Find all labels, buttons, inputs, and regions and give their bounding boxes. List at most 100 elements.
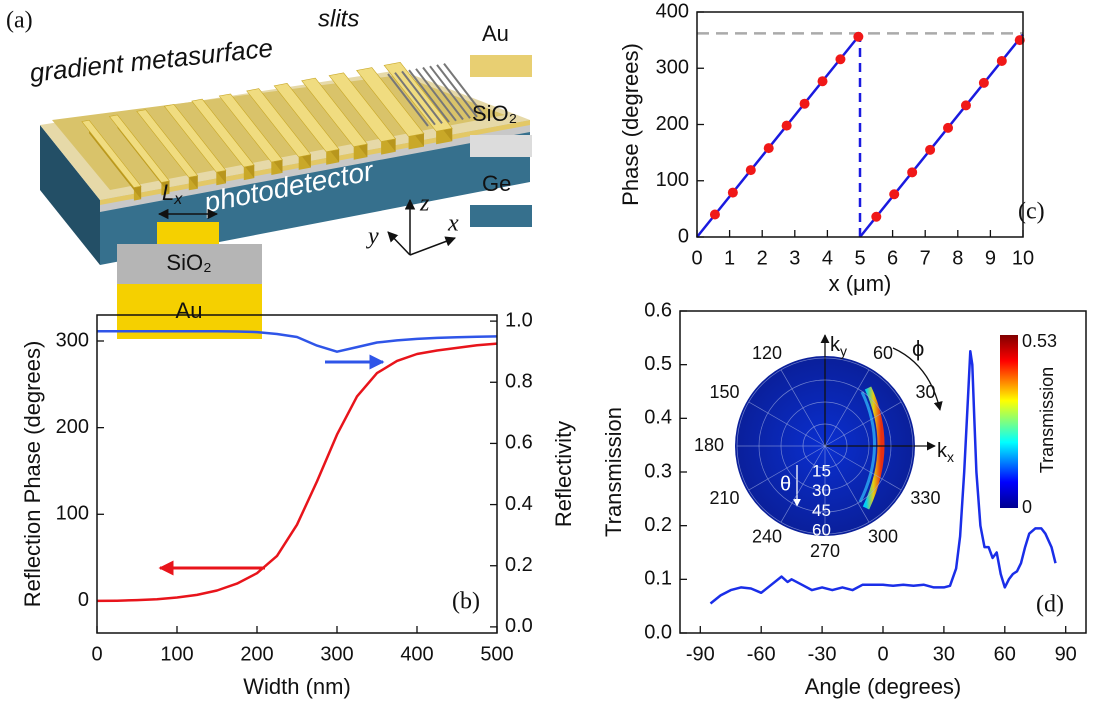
bar-top bbox=[136, 109, 199, 178]
data-point bbox=[817, 76, 828, 87]
angle-label: 30 bbox=[915, 382, 935, 402]
legend-label: Au bbox=[482, 21, 509, 46]
x-tick-label: 10 bbox=[1012, 247, 1034, 269]
x-tick-label: 500 bbox=[480, 643, 513, 665]
ky-symbol: k bbox=[830, 334, 841, 356]
x-axis-label: x (μm) bbox=[829, 271, 892, 296]
slit bbox=[394, 72, 436, 126]
kx-subscript: x bbox=[947, 449, 954, 465]
kx-label: kx bbox=[937, 440, 954, 464]
angle-label: 150 bbox=[710, 382, 740, 402]
theta-label: 30 bbox=[812, 481, 831, 500]
slit bbox=[387, 73, 429, 127]
y2-tick-label: 0.6 bbox=[505, 432, 533, 454]
series-line bbox=[97, 329, 498, 353]
y-tick-label: 200 bbox=[56, 416, 89, 438]
slits-label: slits bbox=[318, 5, 359, 32]
x-tick-label: 2 bbox=[757, 247, 768, 269]
y2-tick-label: 0.0 bbox=[505, 615, 533, 637]
data-point bbox=[763, 143, 774, 154]
slit bbox=[429, 65, 471, 119]
bar-top bbox=[356, 67, 425, 137]
x-tick-label: 300 bbox=[320, 643, 353, 665]
angle-label: 330 bbox=[910, 488, 940, 508]
y-axis-arrow bbox=[387, 231, 411, 256]
x-tick-label: 7 bbox=[920, 247, 931, 269]
data-point bbox=[781, 120, 792, 131]
ky-subscript: y bbox=[840, 343, 847, 359]
angle-label: 240 bbox=[752, 527, 782, 547]
slit bbox=[422, 66, 464, 121]
y-tick-label: 0.2 bbox=[644, 514, 672, 536]
panel-label: (c) bbox=[1018, 199, 1045, 225]
panel-label: (a) bbox=[6, 8, 33, 34]
angle-label: 300 bbox=[868, 527, 898, 547]
angle-label: 120 bbox=[752, 343, 782, 363]
x-tick-label: 0 bbox=[691, 247, 702, 269]
y-tick-label: 0 bbox=[678, 225, 689, 247]
slit bbox=[401, 70, 443, 125]
y-tick-label: 0.3 bbox=[644, 460, 672, 482]
y2-tick-label: 0.8 bbox=[505, 371, 533, 393]
x-tick-label: 9 bbox=[985, 247, 996, 269]
inset-au-film bbox=[117, 284, 262, 339]
angle-label: 180 bbox=[694, 435, 724, 455]
data-point bbox=[745, 165, 756, 176]
polar-inset: 153045603060120150180210240270300330kxky… bbox=[694, 331, 1057, 561]
oxide-label: SiO₂ bbox=[166, 250, 211, 275]
x-tick-label: 1 bbox=[724, 247, 735, 269]
data-point bbox=[871, 211, 882, 222]
ge-swatch bbox=[470, 205, 532, 227]
y-tick-label: 0.1 bbox=[644, 568, 672, 590]
polar-spoke bbox=[748, 401, 826, 447]
angle-label: 210 bbox=[710, 488, 740, 508]
axis-letter: x bbox=[447, 211, 459, 237]
panel-label: (d) bbox=[1036, 592, 1064, 618]
bar-top bbox=[191, 98, 255, 168]
plot-frame bbox=[96, 314, 498, 634]
y-axis-label: Transmission bbox=[601, 407, 626, 537]
polar-spoke bbox=[780, 445, 826, 523]
width-subscript: x bbox=[173, 191, 183, 208]
data-point bbox=[853, 31, 864, 42]
data-point bbox=[978, 77, 989, 88]
bar-top bbox=[108, 114, 170, 183]
width-label: Lx bbox=[162, 180, 183, 208]
y-tick-label: 200 bbox=[656, 113, 689, 135]
theta-label: 60 bbox=[812, 521, 831, 540]
data-point bbox=[799, 98, 810, 109]
polar-spoke bbox=[780, 369, 826, 447]
legend-label: SiO₂ bbox=[472, 101, 517, 126]
x-tick-label: 200 bbox=[240, 643, 273, 665]
series-line bbox=[859, 33, 1024, 238]
colorbar bbox=[1000, 335, 1018, 508]
plot-frame bbox=[679, 310, 1087, 634]
polar-spoke bbox=[824, 445, 902, 491]
data-point bbox=[1014, 35, 1025, 46]
polar-spoke bbox=[748, 445, 826, 491]
au-label: Au bbox=[176, 298, 203, 323]
ky-label: ky bbox=[830, 334, 847, 358]
data-point bbox=[960, 100, 971, 111]
y-axis-label: Reflection Phase (degrees) bbox=[20, 341, 45, 608]
slit bbox=[408, 69, 450, 123]
colorbar-max: 0.53 bbox=[1022, 331, 1057, 351]
axis-letter: z bbox=[419, 191, 430, 217]
x-tick-label: 0 bbox=[91, 643, 102, 665]
y-tick-label: 100 bbox=[56, 503, 89, 525]
slit bbox=[415, 68, 457, 122]
x-axis-arrow bbox=[409, 236, 456, 256]
data-point bbox=[907, 167, 918, 178]
y-tick-label: 0.5 bbox=[644, 353, 672, 375]
y2-axis-label: Reflectivity bbox=[551, 421, 576, 527]
legend-label: Ge bbox=[482, 171, 511, 196]
theta-symbol: θ bbox=[780, 473, 791, 495]
bar-top bbox=[218, 93, 284, 163]
polar-spoke bbox=[824, 369, 870, 447]
inset-au-bar bbox=[157, 222, 219, 244]
data-point bbox=[996, 55, 1007, 66]
y-tick-label: 0 bbox=[78, 589, 89, 611]
kx-symbol: k bbox=[937, 440, 948, 462]
colorbar-min: 0 bbox=[1022, 497, 1032, 517]
